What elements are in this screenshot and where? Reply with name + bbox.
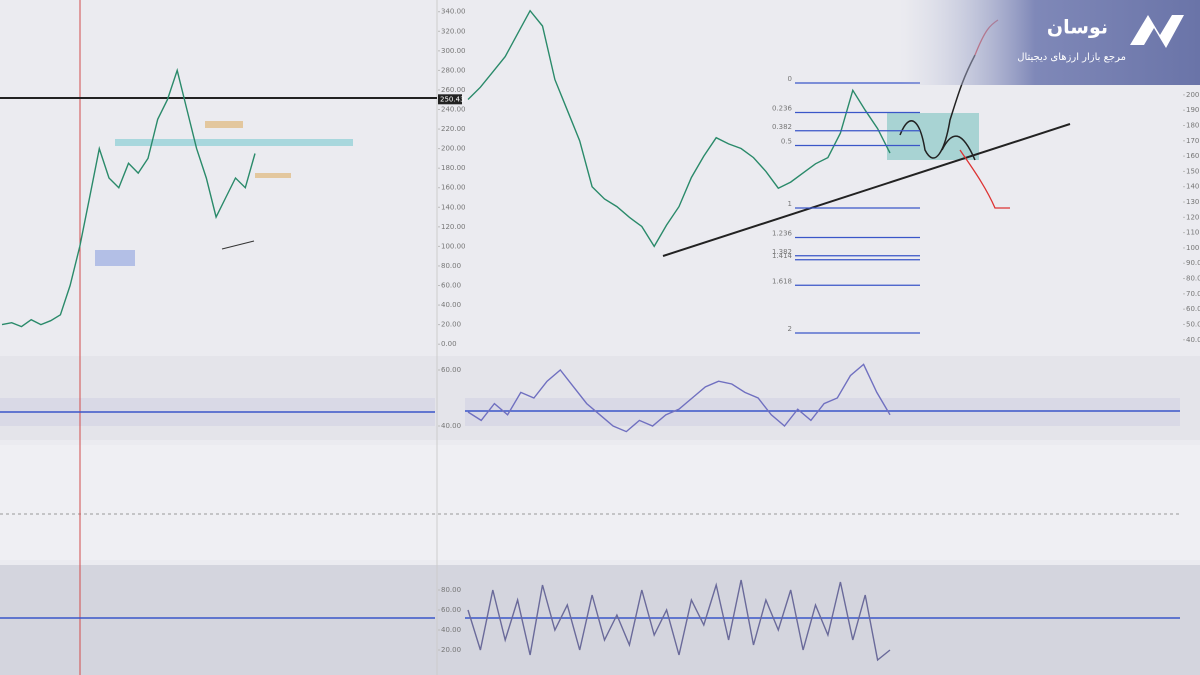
fib-label: 1.382 — [772, 248, 792, 256]
trendline — [221, 240, 255, 250]
y-tick-label: 240.00 — [441, 106, 466, 114]
path-drawing — [941, 135, 976, 161]
y-tick-label: 150.00 — [1186, 167, 1200, 175]
stoch-panel — [0, 565, 1200, 675]
y-tick-label: 60.00 — [1186, 305, 1200, 313]
fib-label: 0 — [788, 75, 792, 83]
y-tick-label: 40.00 — [441, 422, 461, 430]
y-tick-label: 0.00 — [441, 340, 457, 348]
y-tick-label: 170.00 — [1186, 137, 1200, 145]
y-tick-label: 120.00 — [1186, 213, 1200, 221]
y-tick-label: 40.00 — [441, 626, 461, 634]
y-tick-label: 180.00 — [441, 164, 466, 172]
y-tick-label: 220.00 — [441, 125, 466, 133]
logo — [1130, 15, 1184, 48]
y-tick-label: 200.00 — [441, 145, 466, 153]
y-tick-label: 110.00 — [1186, 229, 1200, 237]
y-tick-label: 50.00 — [1186, 320, 1200, 328]
zone — [255, 173, 291, 178]
y-tick-label: 180.00 — [1186, 121, 1200, 129]
y-tick-label: 320.00 — [441, 27, 466, 35]
y-tick-label: 60.00 — [441, 366, 461, 374]
h-line — [0, 97, 437, 99]
rsi-band — [465, 398, 1180, 426]
zone — [205, 121, 243, 128]
y-tick-label: 100.00 — [1186, 244, 1200, 252]
fib-label: 1 — [788, 200, 792, 208]
y-tick-label: 100.00 — [441, 242, 466, 250]
series-line — [467, 579, 891, 662]
y-tick-label: 300.00 — [441, 47, 466, 55]
y-tick-label: 190.00 — [1186, 106, 1200, 114]
macd-panel — [0, 445, 1200, 560]
y-tick-label: 40.00 — [441, 301, 461, 309]
y-tick-label: 80.00 — [441, 586, 461, 594]
y-tick-label: 200.00 — [1186, 91, 1200, 99]
y-tick-label: 280.00 — [441, 66, 466, 74]
y-tick-label: 40.00 — [1186, 336, 1200, 344]
series-line — [1, 67, 256, 328]
fib-label: 0.236 — [772, 105, 793, 113]
series-line — [467, 363, 891, 433]
y-tick-label: 160.00 — [441, 184, 466, 192]
brand-tagline: مرجع بازار ارزهای دیجیتال — [1017, 52, 1126, 63]
series-line — [467, 9, 891, 248]
y-tick-label: 70.00 — [1186, 290, 1200, 298]
y-tick-label: 120.00 — [441, 223, 466, 231]
trendline — [662, 123, 1071, 257]
y-tick-label: 80.00 — [1186, 275, 1200, 283]
y-tick-label: 140.00 — [441, 203, 466, 211]
y-tick-label: 80.00 — [441, 262, 461, 270]
y-tick-label: 20.00 — [441, 321, 461, 329]
y-tick-label: 20.00 — [441, 646, 461, 654]
path-drawing — [899, 54, 976, 159]
fib-label: 0.382 — [772, 123, 792, 131]
price-tag-label: 250.43 — [440, 95, 465, 103]
zone — [115, 139, 353, 146]
fib-label: 2 — [788, 325, 792, 333]
price-tag — [438, 94, 462, 105]
target-zone — [887, 113, 979, 160]
y-tick-label: 140.00 — [1186, 183, 1200, 191]
fib-label: 1.414 — [772, 252, 793, 260]
y-tick-label: 60.00 — [441, 282, 461, 290]
y-tick-label: 340.00 — [441, 8, 466, 16]
brand-name: نوسان — [1047, 17, 1108, 39]
fib-label: 1.236 — [772, 230, 793, 238]
fib-label: 1.618 — [772, 277, 792, 285]
fib-label: 0.5 — [781, 138, 792, 146]
zone — [95, 250, 135, 266]
y-tick-label: 90.00 — [1186, 259, 1200, 267]
y-tick-label: 60.00 — [441, 606, 461, 614]
y-tick-label: 260.00 — [441, 86, 466, 94]
header-bg — [900, 0, 1200, 85]
y-tick-label: 160.00 — [1186, 152, 1200, 160]
y-tick-label: 130.00 — [1186, 198, 1200, 206]
